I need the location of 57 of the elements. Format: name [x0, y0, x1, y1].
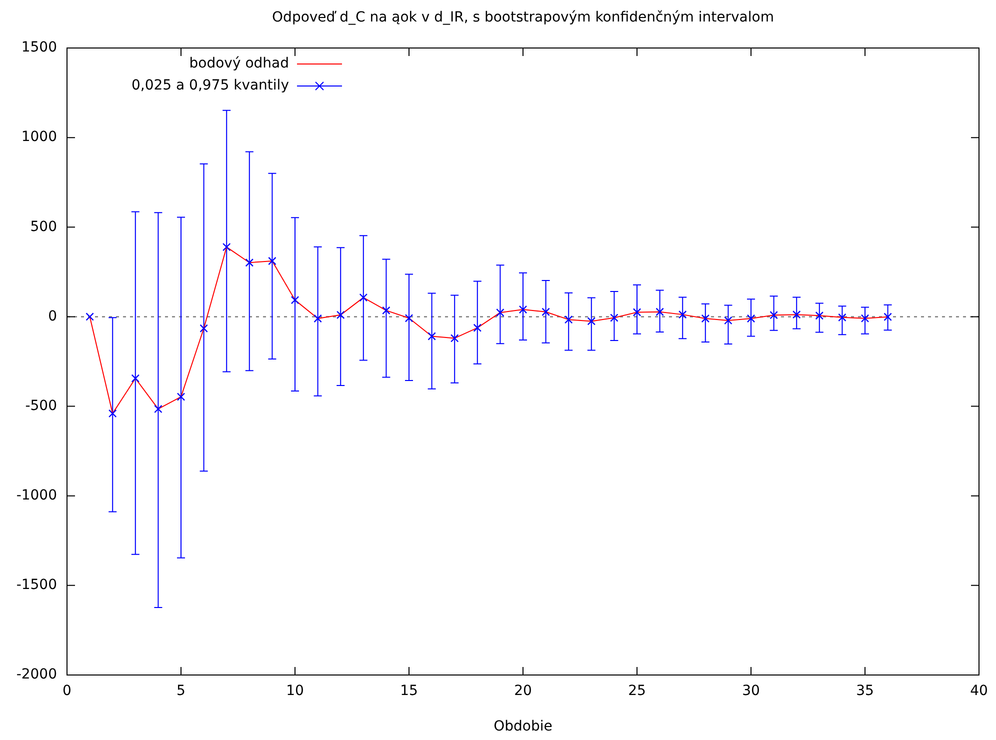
point	[860, 314, 870, 322]
x-tick-label: 20	[514, 683, 532, 700]
x-tick-label: 35	[856, 683, 874, 700]
point	[770, 310, 778, 320]
point	[382, 306, 390, 315]
y-tick-label: -1000	[16, 488, 57, 504]
y-tick-label: 500	[30, 218, 57, 235]
point	[564, 315, 573, 324]
point	[450, 334, 459, 342]
point	[131, 374, 140, 382]
point	[656, 308, 664, 316]
point	[359, 293, 368, 302]
x-tick-label: 5	[176, 683, 186, 700]
point	[701, 314, 710, 323]
point	[838, 313, 846, 322]
point	[176, 392, 186, 401]
point	[222, 242, 231, 252]
point	[268, 256, 276, 266]
point	[428, 332, 436, 340]
point	[632, 308, 642, 316]
y-tick-label: 1500	[21, 40, 57, 56]
point	[245, 258, 254, 267]
point	[746, 314, 756, 323]
point	[610, 314, 618, 322]
x-axis-title: Obdobie	[494, 718, 552, 735]
x-tick-label: 10	[286, 683, 304, 700]
x-tick-label: 40	[970, 683, 988, 700]
y-tick-label: 0	[48, 308, 57, 324]
point	[884, 312, 892, 322]
point	[336, 310, 345, 320]
point	[314, 314, 322, 323]
point	[724, 316, 732, 325]
y-tick-label: 1000	[21, 129, 57, 146]
point	[154, 404, 162, 414]
point	[542, 308, 550, 316]
point	[496, 308, 504, 317]
chart-title: Odpoveď d_C na ąok v d_IR, s bootstrapovým konfidenčným intervalom	[272, 10, 774, 26]
point	[200, 324, 208, 332]
legend-label: 0,025 a 0,975 kvantily	[132, 78, 289, 94]
point	[473, 324, 482, 332]
point	[587, 317, 596, 326]
point	[290, 296, 300, 304]
point	[518, 305, 528, 314]
point	[815, 312, 824, 320]
point	[792, 310, 801, 319]
point	[404, 314, 414, 322]
x-tick-label: 0	[62, 683, 72, 700]
y-tick-label: -2000	[16, 666, 57, 683]
y-tick-label: -500	[25, 398, 57, 414]
point	[678, 310, 687, 319]
x-tick-label: 25	[628, 683, 646, 700]
y-tick-label: -1500	[16, 577, 57, 594]
point	[108, 409, 117, 418]
x-tick-label: 15	[400, 683, 418, 700]
point	[86, 312, 94, 321]
legend-label: bodový odhad	[189, 56, 289, 72]
x-tick-label: 30	[742, 683, 760, 700]
